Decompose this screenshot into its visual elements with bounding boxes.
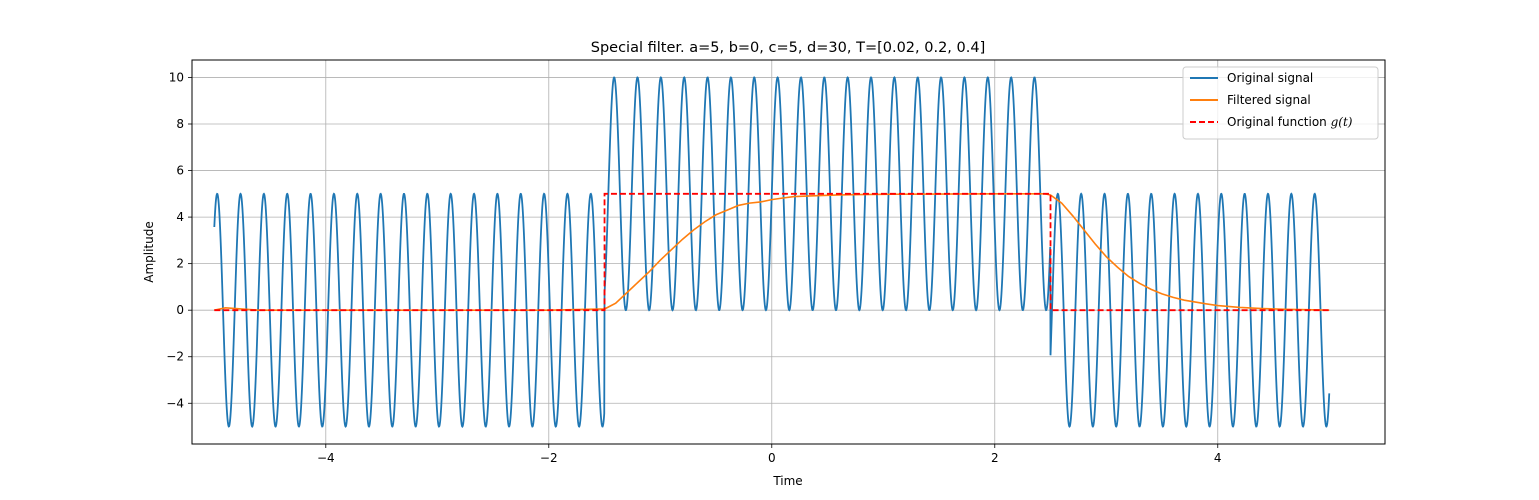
legend: Original signal Filtered signal Original… [1182,66,1379,140]
x-tick-label: −2 [540,451,558,465]
x-axis-label: Time [772,474,802,488]
series-filtered-signal [214,193,1330,311]
chart-title: Special filter. a=5, b=0, c=5, d=30, T=[… [591,40,986,56]
ticks: −4 −2 0 2 4 −4 −2 0 2 4 6 8 10 [166,70,1221,465]
y-tick-label: 4 [176,210,184,224]
y-tick-label: −2 [166,350,184,364]
series-layer [213,76,1331,428]
y-tick-label: 2 [176,257,184,271]
plot-frame [191,59,1386,445]
y-tick-label: 8 [176,117,184,131]
legend-label-original-function-text: Original function [1227,115,1331,129]
legend-label-original-function-math: g(t) [1331,115,1353,129]
x-tick-label: 4 [1214,451,1222,465]
legend-label-filtered-signal: Filtered signal [1227,93,1311,107]
series-original-function [214,192,1330,312]
x-tick-label: 0 [768,451,776,465]
y-axis-label: Amplitude [142,221,156,283]
legend-frame [1182,66,1379,140]
y-tick-label: −4 [166,396,184,410]
y-tick-label: 6 [176,164,184,178]
legend-label-original-function: Original function g(t) [1227,115,1353,129]
y-tick-label: 10 [169,70,184,84]
legend-label-original-signal: Original signal [1227,71,1313,85]
series-original-signal [213,76,1331,428]
x-tick-label: 2 [991,451,999,465]
y-tick-label: 0 [176,303,184,317]
x-tick-label: −4 [317,451,335,465]
